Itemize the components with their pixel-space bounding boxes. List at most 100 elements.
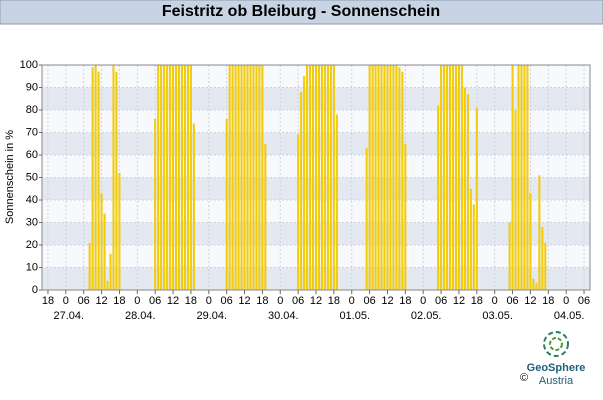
date-label: 02.05.	[411, 310, 442, 322]
bar	[157, 65, 160, 290]
bar	[520, 65, 523, 290]
logo-icon	[543, 331, 569, 357]
bar	[472, 204, 475, 290]
bar	[169, 65, 172, 290]
x-tick-label: 0	[63, 295, 69, 307]
title-bar	[0, 0, 603, 25]
bar	[237, 65, 240, 290]
bar	[532, 278, 535, 290]
bar	[460, 65, 463, 290]
y-tick-label: 70	[26, 126, 38, 138]
logo-name: GeoSphere	[527, 362, 586, 374]
bar	[529, 193, 532, 290]
x-tick-label: 06	[149, 295, 161, 307]
x-tick-label: 0	[134, 295, 140, 307]
bar	[240, 65, 243, 290]
bar	[231, 65, 234, 290]
x-tick-label: 0	[563, 295, 569, 307]
x-tick-label: 12	[524, 295, 536, 307]
bar	[469, 188, 472, 290]
bar	[106, 281, 109, 290]
bar	[440, 65, 443, 290]
bar	[392, 65, 395, 290]
y-tick-label: 10	[26, 261, 38, 273]
y-tick-label: 80	[26, 104, 38, 116]
bar	[103, 213, 106, 290]
bar	[189, 65, 192, 290]
bar	[386, 65, 389, 290]
x-tick-label: 06	[221, 295, 233, 307]
x-tick-label: 12	[238, 295, 250, 307]
bar	[457, 65, 460, 290]
y-tick-label: 0	[32, 284, 38, 296]
bar	[183, 65, 186, 290]
x-tick-label: 18	[399, 295, 411, 307]
x-tick-label: 12	[453, 295, 465, 307]
x-tick-label: 18	[328, 295, 340, 307]
bar	[297, 134, 300, 290]
x-tick-label: 12	[310, 295, 322, 307]
x-tick-label: 06	[363, 295, 375, 307]
bar	[264, 143, 267, 290]
logo-icon	[549, 337, 563, 351]
bar	[448, 65, 452, 290]
bar	[91, 67, 94, 290]
bar	[335, 114, 338, 290]
y-tick-label: 40	[26, 194, 38, 206]
bar	[401, 71, 404, 290]
x-tick-label: 12	[95, 295, 107, 307]
date-label: 27.04.	[54, 310, 85, 322]
bar	[541, 227, 544, 290]
bar	[326, 65, 329, 290]
x-tick-label: 06	[506, 295, 518, 307]
bar	[97, 71, 100, 290]
bar	[309, 65, 312, 290]
bar	[225, 119, 228, 290]
bar	[320, 65, 323, 290]
chart-title: Feistritz ob Bleiburg - Sonnenschein	[162, 3, 440, 20]
bar	[154, 119, 157, 290]
bar	[454, 65, 458, 290]
bar	[180, 65, 184, 290]
x-tick-label: 18	[185, 295, 197, 307]
bar	[192, 123, 195, 290]
date-label: 28.04.	[125, 310, 156, 322]
y-tick-label: 30	[26, 216, 38, 228]
bar	[172, 65, 175, 290]
logo	[543, 331, 569, 357]
date-label: 01.05.	[339, 310, 370, 322]
bar	[374, 65, 377, 290]
bar	[380, 65, 383, 290]
bar	[261, 65, 264, 290]
bar	[508, 222, 511, 290]
x-tick-label: 0	[206, 295, 212, 307]
x-tick-label: 18	[471, 295, 483, 307]
bar	[160, 65, 163, 290]
bar	[166, 65, 169, 290]
bar	[332, 65, 335, 290]
bar	[258, 65, 261, 290]
bar	[466, 94, 469, 290]
x-tick-label: 18	[256, 295, 268, 307]
y-tick-label: 60	[26, 149, 38, 161]
x-tick-label: 0	[420, 295, 426, 307]
bar	[383, 65, 386, 290]
bar	[377, 65, 380, 290]
bar	[255, 65, 258, 290]
bar	[234, 65, 237, 290]
x-tick-label: 18	[542, 295, 554, 307]
y-axis-label: Sonnenschein in %	[4, 130, 16, 224]
bar	[115, 71, 118, 290]
x-tick-label: 06	[578, 295, 590, 307]
x-tick-label: 06	[292, 295, 304, 307]
bar	[371, 65, 374, 290]
bar	[463, 87, 466, 290]
bar	[437, 105, 440, 290]
bar	[177, 65, 181, 290]
bar	[314, 65, 318, 290]
bar	[88, 242, 91, 290]
x-tick-label: 18	[42, 295, 54, 307]
date-label: 04.05.	[554, 310, 585, 322]
bar	[404, 143, 407, 290]
bar	[246, 65, 249, 290]
